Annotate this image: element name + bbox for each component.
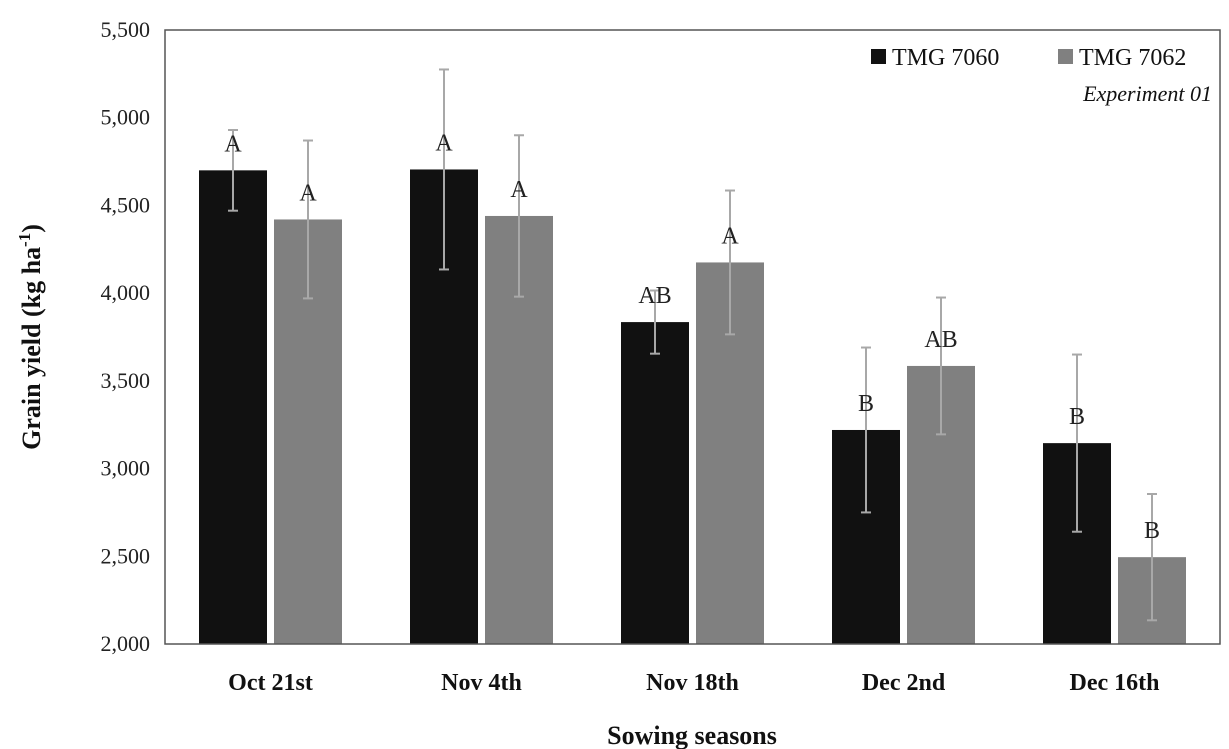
significance-label: AB	[924, 327, 957, 353]
error-bar	[228, 128, 238, 212]
significance-label: B	[1069, 404, 1085, 430]
y-axis-title-sup: -1	[15, 233, 34, 247]
legend-label-tmg-7060: TMG 7060	[892, 45, 999, 71]
significance-label: A	[299, 180, 317, 206]
significance-label: AB	[638, 283, 671, 309]
y-tick-label: 2,000	[101, 631, 151, 656]
legend-label-tmg-7062: TMG 7062	[1079, 45, 1186, 71]
x-axis-categories: Oct 21st Nov 4th Nov 18th Dec 2nd Dec 16th	[228, 670, 1159, 696]
significance-label: A	[224, 131, 242, 157]
y-tick-label: 3,500	[101, 368, 151, 393]
bar-tmg-7060	[199, 170, 267, 645]
error-bar	[439, 68, 449, 271]
error-bars	[228, 68, 1157, 622]
significance-label: A	[435, 130, 453, 156]
significance-label: A	[510, 177, 528, 203]
y-tick-label: 5,000	[101, 105, 151, 130]
error-bar	[650, 289, 660, 355]
plot-frame	[164, 29, 1221, 645]
x-tick-label: Oct 21st	[228, 670, 313, 696]
y-tick-label: 3,000	[101, 456, 151, 481]
legend-swatch-tmg-7060	[871, 49, 886, 64]
x-tick-label: Nov 18th	[646, 670, 739, 696]
y-tick-label: 4,000	[101, 280, 151, 305]
experiment-annotation: Experiment 01	[1082, 81, 1212, 106]
y-axis-title-close: )	[17, 224, 46, 233]
x-tick-label: Nov 4th	[441, 670, 522, 696]
error-bar	[303, 139, 313, 300]
error-bar	[1072, 353, 1082, 533]
significance-label: A	[721, 223, 739, 249]
significance-label: B	[1144, 518, 1160, 544]
legend-swatch-tmg-7062	[1058, 49, 1073, 64]
error-bar	[1147, 493, 1157, 622]
bar-tmg-7060	[621, 322, 689, 644]
y-tick-label: 2,500	[101, 543, 151, 568]
y-tick-label: 5,500	[101, 17, 151, 42]
y-axis-title-main: Grain yield (kg ha	[17, 247, 46, 450]
error-bar	[936, 296, 946, 436]
error-bar	[514, 134, 524, 298]
x-axis-title: Sowing seasons	[607, 721, 777, 749]
bars	[199, 169, 1186, 645]
x-tick-label: Dec 2nd	[862, 670, 946, 696]
error-bar	[725, 189, 735, 336]
legend: TMG 7060 TMG 7062	[871, 45, 1186, 71]
error-bar	[861, 346, 871, 514]
y-axis-title: Grain yield (kg ha-1)	[15, 224, 46, 450]
significance-label: B	[858, 391, 874, 417]
x-tick-label: Dec 16th	[1070, 670, 1160, 696]
y-axis-ticks: 2,000 2,500 3,000 3,500 4,000 4,500 5,000 5,500	[101, 17, 151, 656]
y-tick-label: 4,500	[101, 192, 151, 217]
